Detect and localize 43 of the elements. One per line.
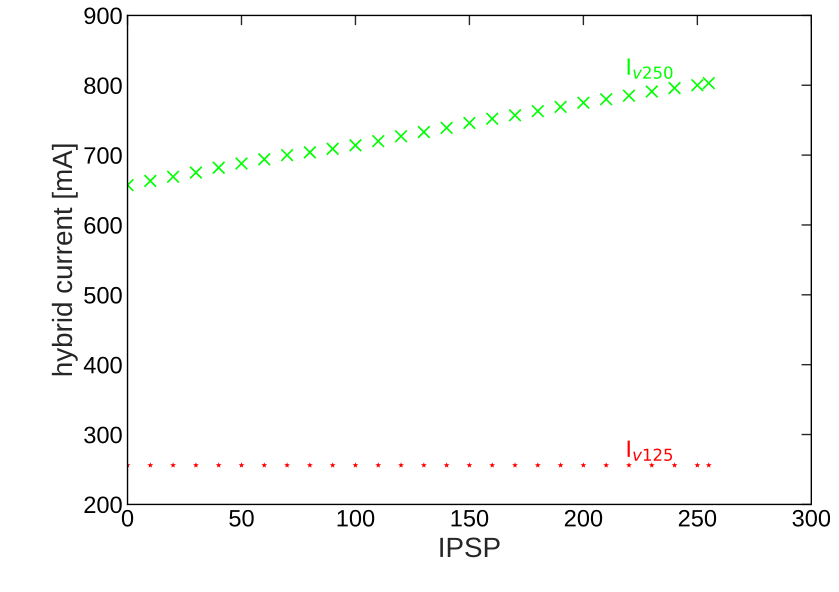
x-tick-label: 150 [452, 510, 488, 527]
point [303, 146, 317, 159]
y-tick-label: 500 [84, 286, 122, 304]
y-tick-label: 400 [84, 356, 122, 374]
series-label: I$_{v125}$ [628, 440, 672, 461]
point [531, 104, 544, 118]
point [508, 108, 522, 122]
x-axis-title: IPSP [440, 538, 500, 558]
y-axis-title: hybrid current [mA] [52, 144, 78, 376]
x-tick-label: 0 [122, 510, 134, 527]
point [668, 81, 682, 95]
point [622, 89, 636, 102]
series-label: I$_{v250}$ [628, 58, 672, 79]
x-tick-label: 50 [229, 510, 254, 527]
point [394, 130, 408, 143]
point [258, 152, 271, 166]
x-tick-label: 200 [564, 510, 602, 527]
point [576, 96, 590, 110]
point [166, 170, 180, 184]
point [189, 166, 203, 180]
point [417, 125, 430, 139]
point [348, 138, 362, 152]
point [326, 142, 340, 156]
y-tick-label: 600 [84, 217, 122, 234]
y-tick-label: 300 [84, 426, 122, 444]
y-tick-label: 900 [84, 7, 122, 24]
x-tick-label: 300 [792, 510, 830, 527]
y-tick-label: 800 [84, 77, 122, 94]
point [600, 92, 613, 106]
point [554, 100, 568, 114]
point [280, 148, 294, 162]
point [144, 174, 157, 188]
x-tick-label: 100 [338, 510, 374, 527]
point [372, 134, 385, 148]
point [486, 112, 499, 126]
point [234, 156, 248, 170]
y-tick-label: 200 [84, 496, 122, 514]
x-tick-label: 250 [678, 510, 716, 527]
point [212, 161, 226, 174]
point [440, 121, 454, 135]
point [645, 84, 658, 98]
point [462, 116, 476, 130]
y-tick-label: 700 [84, 147, 122, 164]
